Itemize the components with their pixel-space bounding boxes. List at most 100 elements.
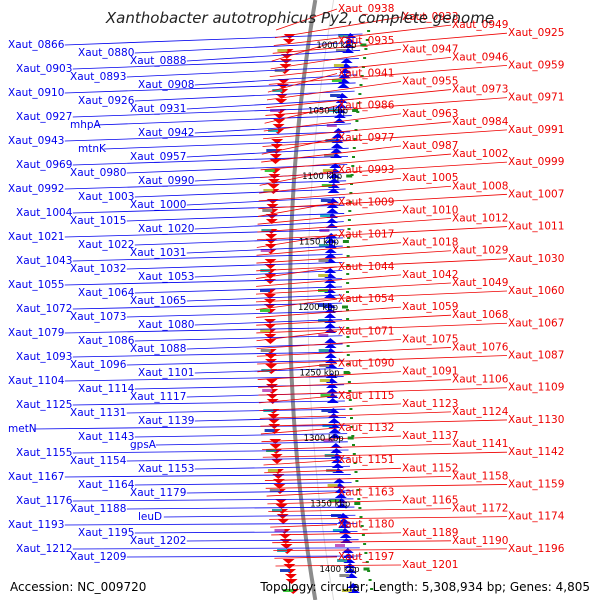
feature-band [321,409,332,412]
tick-dot [350,183,353,185]
leader-line-plus [270,524,338,528]
tick-dot [367,570,371,572]
gene-label-plus: Xaut_0947 [402,43,458,55]
feature-band [269,489,280,492]
leader-line-plus [260,153,452,171]
minus-strand-gene [325,238,338,243]
gene-label-minus: Xaut_1179 [130,487,186,499]
leader-line-minus [194,270,343,278]
tick-dot [346,291,349,293]
gene-label-minus: Xaut_1000 [130,199,186,211]
minus-strand-gene [340,58,353,63]
leader-line-plus [272,32,508,54]
gene-label-minus: mtnK [78,143,107,155]
gene-label-plus: Xaut_1142 [508,446,564,458]
leader-line-plus [273,548,508,551]
gene-label-minus: Xaut_0942 [138,127,194,139]
leader-line-plus [265,484,508,489]
feature-band [320,214,331,217]
feature-band [319,364,330,367]
tick-dot [353,138,357,140]
feature-band [261,229,272,232]
feature-band [318,274,329,277]
tick-dot [347,237,351,239]
minus-strand-gene [328,178,341,183]
feature-band [283,589,294,592]
leader-line-plus [264,467,402,474]
minus-strand-gene [329,443,342,448]
gene-label-plus: Xaut_1071 [338,325,394,337]
leader-line-plus [261,137,338,155]
gene-label-minus: Xaut_1086 [78,335,135,347]
leader-line-minus [72,498,354,502]
feature-band [263,189,274,192]
tick-label: 1400 kbp [319,565,359,575]
gene-label-minus: Xaut_0969 [16,159,72,171]
gene-label-plus: Xaut_1174 [508,511,565,523]
minus-strand-gene [335,103,347,108]
gene-label-minus: Xaut_1104 [8,375,65,387]
leader-line-minus [126,66,358,78]
plus-strand-gene [264,354,277,359]
gene-label-minus: Xaut_0893 [70,71,126,83]
minus-strand-gene [334,493,347,498]
plus-strand-gene [277,79,290,84]
gene-label-minus: Xaut_1153 [138,463,194,475]
minus-strand-gene [324,253,337,258]
tick-dot [361,534,365,536]
leader-line-minus [72,400,345,406]
accession-text: Accession: NC_009720 [10,580,147,594]
tick-dot [363,57,367,59]
plus-strand-gene [267,414,280,419]
gene-label-plus: Xaut_0935 [338,35,394,47]
gene-label-plus: Xaut_1109 [508,382,564,394]
feature-band [320,394,331,397]
plus-strand-gene [282,39,295,44]
gene-label-minus: Xaut_1193 [8,519,64,531]
tick-dot [360,75,364,77]
plus-strand-gene [264,304,276,309]
minus-strand-gene [324,323,337,328]
plus-strand-gene [273,484,286,489]
gene-label-plus: Xaut_0984 [452,116,509,128]
gene-label-plus: Xaut_1165 [402,495,458,507]
leader-line-plus [259,169,338,186]
tick-dot [356,489,360,491]
feature-band [320,199,331,202]
leader-line-minus [103,139,350,150]
feature-band [332,529,343,532]
gene-label-minus: Xaut_1131 [70,407,126,419]
tick-dot [350,417,353,419]
plus-strand-gene [269,154,282,159]
plus-strand-gene [265,364,278,369]
tick-dot [351,165,355,167]
gene-label-minus: Xaut_1125 [16,399,72,411]
leader-line-minus [194,123,352,134]
gene-label-minus: Xaut_1093 [16,351,72,363]
minus-strand-gene [337,83,350,88]
gene-label-minus: mhpA [70,119,102,131]
leader-line-minus [72,351,343,358]
leader-line-plus [258,387,508,396]
plus-strand-gene [282,559,295,564]
features-layer [260,33,360,594]
minus-strand-gene [324,353,337,358]
feature-band [266,149,277,152]
feature-band [338,34,349,37]
feature-band [267,469,278,472]
feature-band [272,89,283,92]
minus-strand-gene [337,518,350,523]
tick-dot [348,201,352,203]
minus-strand-gene [331,133,344,138]
leader-line-minus [194,221,344,230]
leader-line-minus [134,433,348,438]
feature-band [280,569,290,572]
feature-band [318,304,328,307]
tick-dot [346,255,350,257]
feature-band [322,169,333,172]
tick-dot [359,516,363,518]
tick-dot [367,30,371,32]
feature-band [274,529,285,532]
tick-dot [346,336,350,338]
leader-line-minus [33,425,347,430]
